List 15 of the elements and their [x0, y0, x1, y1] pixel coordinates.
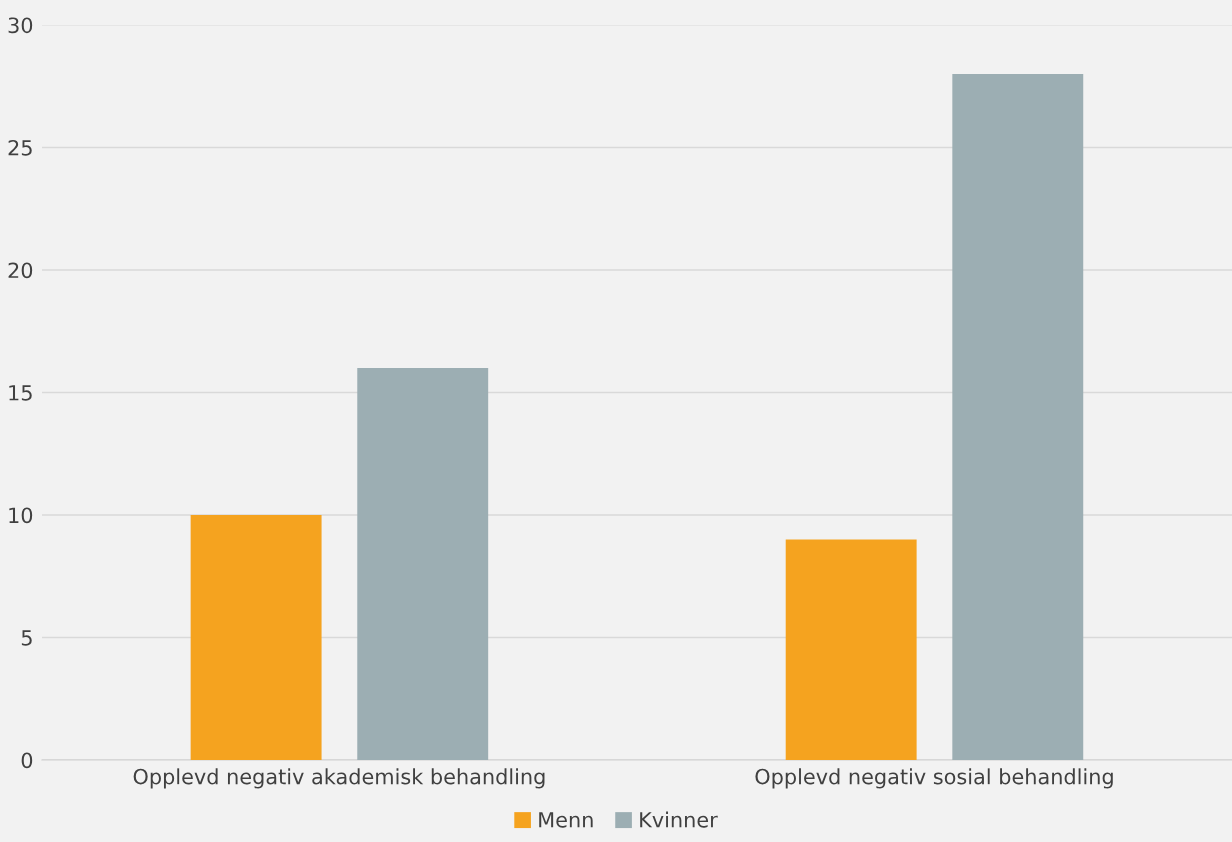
- legend-label: Kvinner: [640, 811, 718, 828]
- bar: [952, 73, 1084, 760]
- x-tick-label: Opplevd negativ sosial behandling: [755, 768, 1113, 789]
- y-tick-label: 25: [8, 139, 32, 156]
- legend-label: Menn: [539, 812, 593, 828]
- bar: [785, 539, 917, 760]
- bar: [357, 367, 489, 760]
- x-tick-label: Opplevd negativ akademisk behandling: [133, 768, 545, 789]
- y-tick-label: 10: [9, 507, 33, 524]
- y-tick-label: 20: [8, 262, 33, 279]
- y-tick-label: 30: [8, 17, 33, 34]
- y-tick-label: 5: [21, 630, 32, 646]
- y-tick-label: 15: [9, 385, 32, 401]
- bar: [190, 514, 322, 760]
- y-tick-label: 0: [21, 752, 33, 769]
